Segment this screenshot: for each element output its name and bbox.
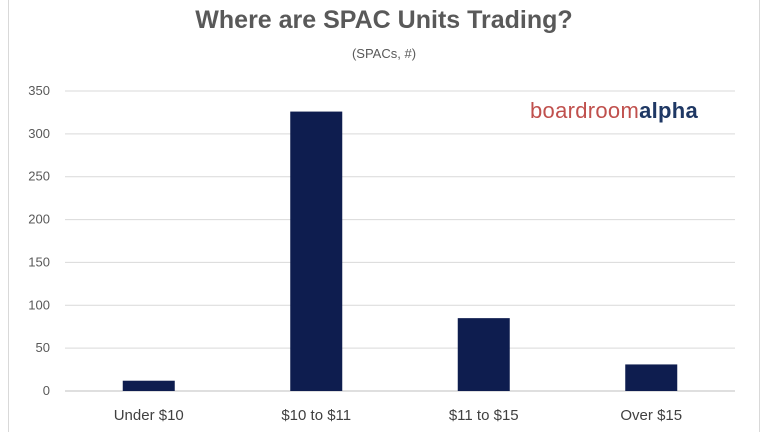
y-tick-label: 50	[36, 340, 50, 355]
y-tick-label: 300	[28, 126, 50, 141]
logo-part-alpha: alpha	[639, 98, 699, 123]
x-category-label: $10 to $11	[281, 407, 351, 424]
y-tick-label: 150	[28, 254, 50, 269]
brand-logo: boardroomalpha	[530, 98, 698, 124]
bar	[625, 364, 678, 391]
y-tick-label: 200	[28, 212, 50, 227]
x-category-label: $11 to $15	[449, 407, 519, 424]
bar	[457, 318, 510, 391]
y-tick-label: 0	[43, 383, 50, 398]
bar	[290, 111, 343, 392]
y-tick-label: 350	[28, 83, 50, 98]
chart-title: Where are SPAC Units Trading?	[195, 6, 573, 34]
logo-part-boardroom: boardroom	[530, 98, 640, 123]
chart-subtitle: (SPACs, #)	[351, 46, 417, 61]
bar	[122, 380, 175, 391]
x-category-label: Under $10	[114, 407, 184, 424]
y-tick-label: 250	[28, 169, 50, 184]
y-tick-label: 100	[28, 297, 50, 312]
chart-frame	[8, 0, 760, 432]
x-category-label: Over $15	[620, 407, 682, 424]
